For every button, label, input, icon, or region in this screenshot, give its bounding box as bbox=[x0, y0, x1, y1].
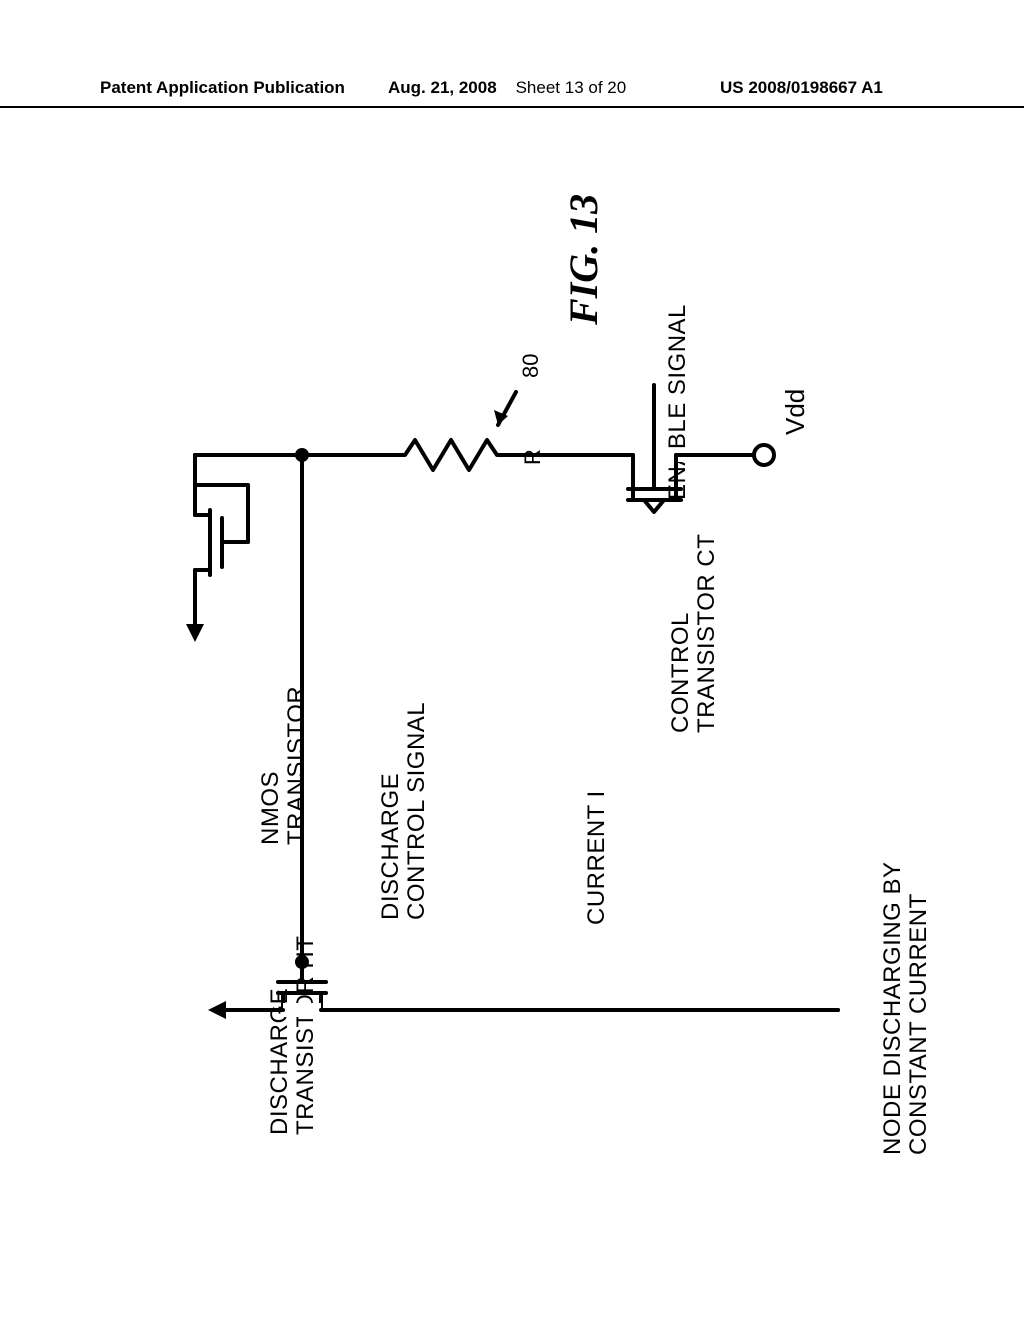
circuit-diagram: FIG. 13 80 R Vdd ENABLE SIGNAL CONTROL T… bbox=[0, 0, 1024, 1320]
circuit-svg bbox=[0, 0, 1024, 1320]
